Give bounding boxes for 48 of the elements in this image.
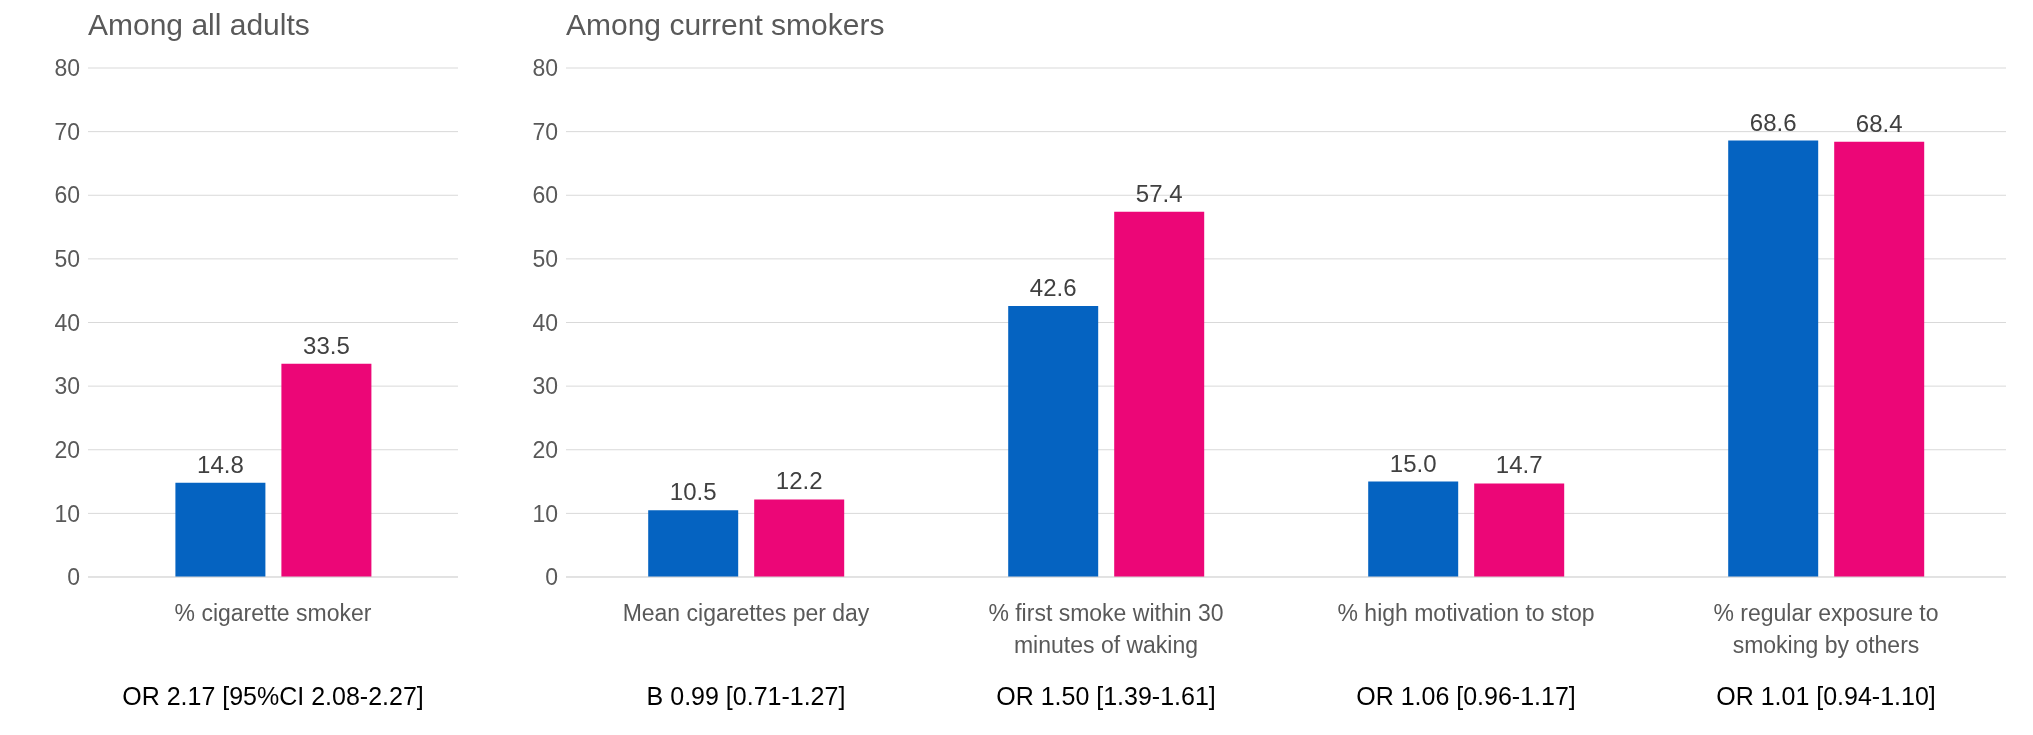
x-tick-label: % high motivation to stop — [1337, 600, 1595, 626]
data-label: 14.7 — [1495, 451, 1543, 479]
text: OR 1.50 [1.39-1.61] — [996, 682, 1216, 710]
bar — [754, 499, 845, 577]
y-tick-label: 50 — [532, 246, 558, 273]
bar — [1474, 483, 1565, 577]
y-tick-label: 80 — [532, 55, 558, 82]
data-label: 57.4 — [1135, 179, 1183, 207]
chart-title: Among all adults — [87, 8, 311, 43]
data-label: 33.5 — [303, 331, 350, 359]
chart-title: Among current smokers — [565, 8, 886, 43]
text: OR 1.01 [0.94-1.10] — [1716, 682, 1936, 710]
bar — [1008, 305, 1099, 577]
data-label: 68.6 — [1749, 108, 1797, 136]
y-tick-label: 10 — [532, 500, 558, 527]
x-tick-label: % cigarette smoker — [174, 600, 372, 626]
y-tick-label: 40 — [532, 309, 558, 336]
data-label: 15.0 — [1389, 449, 1437, 477]
bar — [1834, 141, 1925, 577]
data-label: 10.5 — [669, 478, 717, 506]
y-tick-label: 20 — [532, 436, 558, 463]
text: B 0.99 [0.71-1.27] — [646, 682, 846, 710]
data-label: 14.8 — [197, 450, 244, 478]
y-tick-label: 60 — [54, 182, 80, 209]
y-tick-label: 40 — [54, 309, 80, 336]
text: OR 2.17 [95%CI 2.08-2.27] — [122, 682, 424, 710]
data-label: 42.6 — [1029, 273, 1077, 301]
y-tick-label: 30 — [54, 373, 80, 400]
data-label: 68.4 — [1855, 109, 1903, 137]
y-tick-label: 80 — [54, 55, 80, 82]
bar — [1114, 211, 1205, 577]
x-tick-label: Mean cigarettes per day — [622, 600, 870, 626]
y-tick-label: 20 — [54, 436, 80, 463]
y-tick-label: 60 — [532, 182, 558, 209]
y-tick-label: 70 — [54, 118, 80, 145]
bar — [1368, 481, 1459, 577]
y-tick-label: 10 — [54, 500, 80, 527]
y-tick-label: 70 — [532, 118, 558, 145]
text: OR 1.06 [0.96-1.17] — [1356, 682, 1576, 710]
x-tick-label: % regular exposure to smoking by others — [1713, 600, 1939, 658]
data-label: 12.2 — [775, 467, 823, 495]
bar — [648, 510, 739, 577]
y-tick-label: 50 — [54, 246, 80, 273]
y-tick-label: 30 — [532, 373, 558, 400]
x-tick-label: % first smoke within 30 minutes of waking — [988, 600, 1224, 658]
y-tick-label: 0 — [67, 564, 80, 591]
bar — [1728, 140, 1819, 577]
y-tick-label: 0 — [545, 564, 558, 591]
